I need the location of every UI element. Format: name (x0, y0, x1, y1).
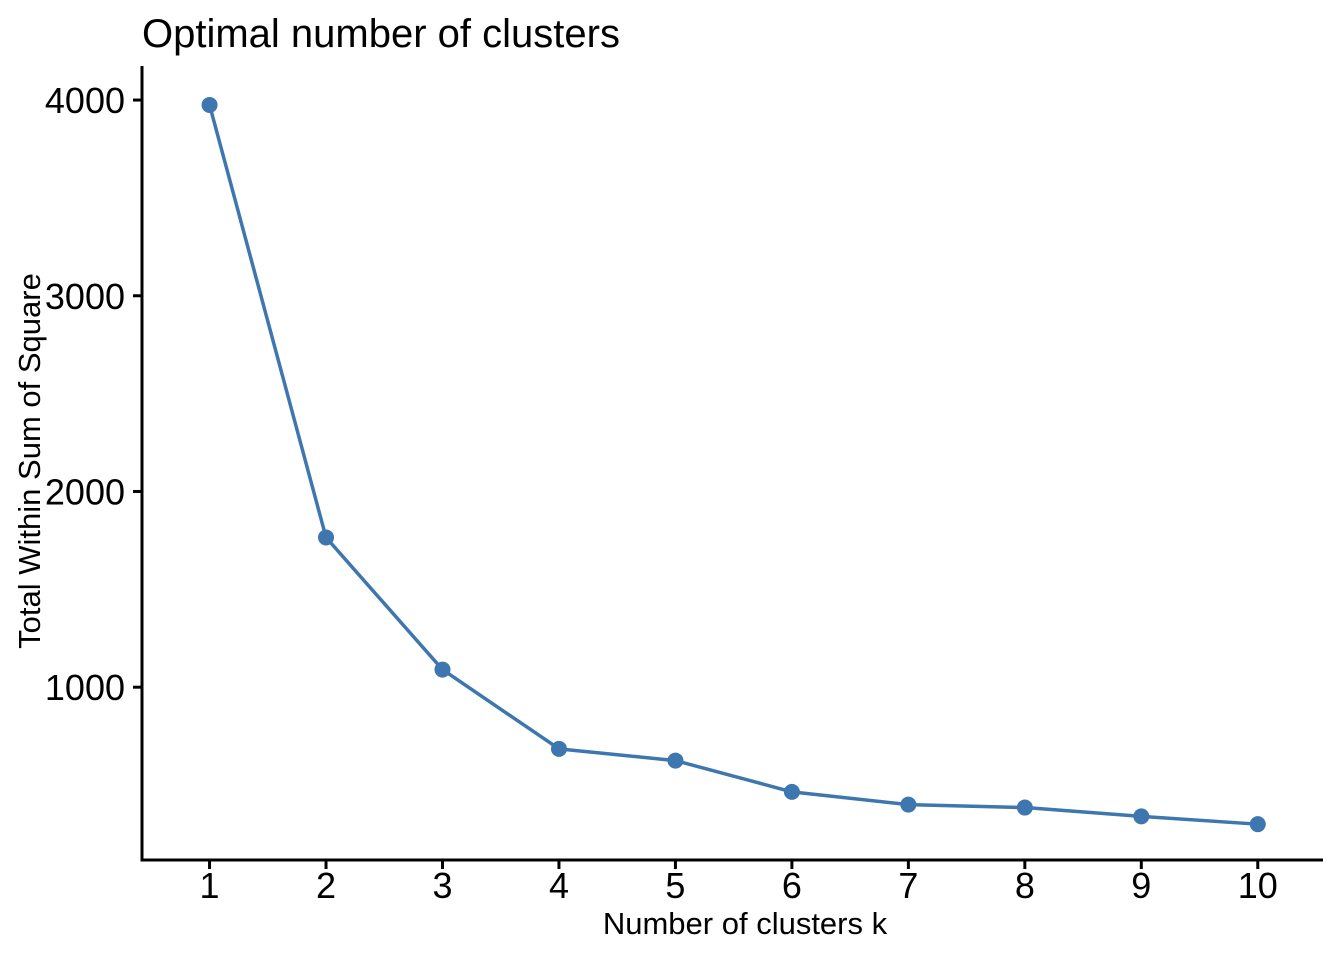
data-point (900, 796, 917, 813)
series-line (207, 103, 1260, 826)
y-tick-label: 2000 (45, 471, 125, 512)
x-axis-title: Number of clusters k (603, 906, 888, 941)
y-tick-label: 3000 (45, 276, 125, 317)
x-tick-label: 4 (549, 865, 569, 906)
y-tick-label: 4000 (45, 80, 125, 121)
data-point (1016, 799, 1033, 816)
data-point (667, 752, 684, 769)
x-tick-label: 6 (782, 865, 802, 906)
data-point (550, 740, 567, 757)
chart-title: Optimal number of clusters (142, 12, 620, 56)
y-axis-title: Total Within Sum of Square (12, 273, 47, 649)
x-tick-label: 10 (1238, 865, 1278, 906)
data-point (201, 96, 218, 113)
data-point (1133, 808, 1150, 825)
data-point (783, 783, 800, 800)
data-point (1249, 816, 1266, 833)
x-tick-label: 8 (1015, 865, 1035, 906)
x-tick-label: 3 (432, 865, 452, 906)
y-tick-label: 1000 (45, 667, 125, 708)
data-point (318, 529, 335, 546)
axes-layer: 1000 2000 3000 4000 1 2 3 4 5 6 7 8 9 10 (45, 66, 1323, 906)
x-tick-label: 9 (1131, 865, 1151, 906)
series-layer (201, 96, 1266, 833)
data-point (434, 661, 451, 678)
axis-lines (140, 66, 1323, 862)
x-tick-label: 5 (665, 865, 685, 906)
x-tick-label: 1 (200, 865, 220, 906)
x-tick-label: 2 (316, 865, 336, 906)
x-tick-label: 7 (898, 865, 918, 906)
